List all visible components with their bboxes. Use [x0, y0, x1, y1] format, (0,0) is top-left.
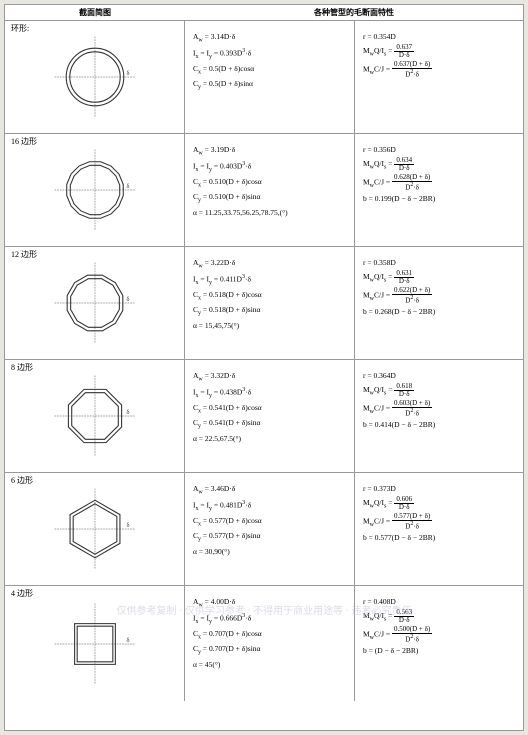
formula-cell-right: r = 0.373DMwQ/Is = 0.606D·δMwC/J = 0.577…	[355, 473, 523, 585]
formula-cell-right: r = 0.364DMwQ/Is = 0.618D·δMwC/J = 0.603…	[355, 360, 523, 472]
shape-cell: 6 边形 δ	[5, 473, 185, 585]
formula-cell-mid: Aw = 4.00D·δIx = Iy = 0.666D3·δCx = 0.70…	[185, 586, 355, 701]
equation: Ix = Iy = 0.411D3·δ	[193, 273, 346, 288]
formula-cell-right: r = 0.356DMwQ/Is = 0.634D·δMwC/J = 0.628…	[355, 134, 523, 246]
svg-text:δ: δ	[126, 409, 129, 416]
shape-diagram: δ	[9, 136, 180, 244]
shape-cell: 环形: δ	[5, 21, 185, 133]
shape-cell: 4 边形 δ	[5, 586, 185, 701]
equation: b = 0.199(D − δ − 2BR)	[363, 193, 515, 205]
equation: Cx = 0.707(D + δ)cosα	[193, 628, 346, 643]
formula-cell-mid: Aw = 3.14D·δIx = Iy = 0.393D3·δCx = 0.5(…	[185, 21, 355, 133]
equation: b = 0.268(D − δ − 2BR)	[363, 306, 515, 318]
shape-diagram: δ	[9, 588, 180, 699]
equation: Cy = 0.707(D + δ)sinα	[193, 643, 346, 658]
formula-cell-right: r = 0.358DMwQ/Is = 0.631D·δMwC/J = 0.622…	[355, 247, 523, 359]
equation: α = 30,90(°)	[193, 546, 346, 557]
equation: MwC/J = 0.577(D + δ)D2·δ	[363, 513, 515, 530]
equation: Cx = 0.518(D + δ)cosα	[193, 289, 346, 304]
shape-diagram: δ	[9, 23, 180, 131]
equation: α = 45(°)	[193, 659, 346, 670]
equation: MwC/J = 0.622(D + δ)D2·δ	[363, 287, 515, 304]
equation: Cy = 0.541(D + δ)sinα	[193, 417, 346, 432]
equation: MwQ/Is = 0.606D·δ	[363, 496, 515, 512]
shape-cell: 16 边形 δ	[5, 134, 185, 246]
formula-cell-right: r = 0.354DMwQ/Is = 0.637D·δMwC/J = 0.637…	[355, 21, 523, 133]
equation: Cy = 0.577(D + δ)sinα	[193, 530, 346, 545]
formula-cell-mid: Aw = 3.19D·δIx = Iy = 0.403D3·δCx = 0.51…	[185, 134, 355, 246]
equation: Cy = 0.5(D + δ)sinα	[193, 78, 346, 93]
shape-label: 环形:	[11, 23, 29, 34]
equation: MwQ/Is = 0.618D·δ	[363, 383, 515, 399]
equation: Aw = 3.19D·δ	[193, 144, 346, 159]
equation: MwQ/Is = 0.637D·δ	[363, 44, 515, 60]
equation: Cx = 0.510(D + δ)cosα	[193, 176, 346, 191]
equation: MwQ/Is = 0.563D·δ	[363, 609, 515, 625]
equation: MwC/J = 0.637(D + δ)D2·δ	[363, 61, 515, 78]
equation: MwQ/Is = 0.631D·δ	[363, 270, 515, 286]
formula-cell-mid: Aw = 3.46D·δIx = Iy = 0.481D3·δCx = 0.57…	[185, 473, 355, 585]
shape-label: 4 边形	[11, 588, 33, 599]
svg-text:δ: δ	[126, 637, 129, 644]
equation: Aw = 3.14D·δ	[193, 31, 346, 46]
equation: α = 11.25,33.75,56.25,78.75,(°)	[193, 207, 346, 218]
table-row: 环形: δ Aw = 3.14D·δIx = Iy = 0.393D3·δCx = …	[5, 21, 523, 134]
shape-cell: 12 边形 δ	[5, 247, 185, 359]
equation: r = 0.408D	[363, 596, 515, 608]
shape-label: 16 边形	[11, 136, 37, 147]
equation: r = 0.354D	[363, 31, 515, 43]
equation: r = 0.356D	[363, 144, 515, 156]
table-row: 6 边形 δ Aw = 3.46D·δIx = Iy = 0.481D3·δCx =…	[5, 473, 523, 586]
equation: Ix = Iy = 0.393D3·δ	[193, 47, 346, 62]
equation: r = 0.373D	[363, 483, 515, 495]
equation: b = (D − δ − 2BR)	[363, 645, 515, 657]
table-row: 4 边形 δ Aw = 4.00D·δIx = Iy = 0.666D3·δCx =…	[5, 586, 523, 701]
equation: Aw = 3.46D·δ	[193, 483, 346, 498]
table-row: 16 边形 δ Aw = 3.19D·δIx = Iy = 0.403D3·δCx …	[5, 134, 523, 247]
svg-text:δ: δ	[126, 183, 129, 190]
equation: r = 0.364D	[363, 370, 515, 382]
equation: MwC/J = 0.500(D + δ)D2·δ	[363, 626, 515, 643]
equation: Cx = 0.577(D + δ)cosα	[193, 515, 346, 530]
equation: Aw = 4.00D·δ	[193, 596, 346, 611]
equation: b = 0.414(D − δ − 2BR)	[363, 419, 515, 431]
equation: Aw = 3.22D·δ	[193, 257, 346, 272]
equation: Aw = 3.32D·δ	[193, 370, 346, 385]
shape-diagram: δ	[9, 475, 180, 583]
equation: Cx = 0.5(D + δ)cosα	[193, 63, 346, 78]
equation: Ix = Iy = 0.481D3·δ	[193, 499, 346, 514]
svg-text:δ: δ	[126, 296, 129, 303]
equation: r = 0.358D	[363, 257, 515, 269]
equation: Cy = 0.510(D + δ)sinα	[193, 191, 346, 206]
table-row: 12 边形 δ Aw = 3.22D·δIx = Iy = 0.411D3·δCx …	[5, 247, 523, 360]
table-row: 8 边形 δ Aw = 3.32D·δIx = Iy = 0.438D3·δCx =…	[5, 360, 523, 473]
header-col1: 截面简图	[5, 5, 185, 20]
equation: Cx = 0.541(D + δ)cosα	[193, 402, 346, 417]
equation: α = 22.5,67.5(°)	[193, 433, 346, 444]
header-col2: 各种管型的毛断面特性	[185, 5, 523, 20]
equation: α = 15,45,75(°)	[193, 320, 346, 331]
equation: MwC/J = 0.603(D + δ)D2·δ	[363, 400, 515, 417]
shape-label: 6 边形	[11, 475, 33, 486]
shape-label: 8 边形	[11, 362, 33, 373]
equation: Ix = Iy = 0.438D3·δ	[193, 386, 346, 401]
shape-diagram: δ	[9, 249, 180, 357]
svg-text:δ: δ	[126, 522, 129, 529]
shape-label: 12 边形	[11, 249, 37, 260]
formula-cell-mid: Aw = 3.32D·δIx = Iy = 0.438D3·δCx = 0.54…	[185, 360, 355, 472]
sheet: 截面简图 各种管型的毛断面特性 环形:δAw = 3.14D·δIx = Iy …	[4, 4, 524, 731]
equation: MwQ/Is = 0.634D·δ	[363, 157, 515, 173]
equation: Ix = Iy = 0.666D3·δ	[193, 612, 346, 627]
equation: MwC/J = 0.628(D + δ)D2·δ	[363, 174, 515, 191]
equation: Ix = Iy = 0.403D3·δ	[193, 160, 346, 175]
equation: Cy = 0.518(D + δ)sinα	[193, 304, 346, 319]
equation: b = 0.577(D − δ − 2BR)	[363, 532, 515, 544]
formula-cell-right: r = 0.408DMwQ/Is = 0.563D·δMwC/J = 0.500…	[355, 586, 523, 701]
shape-diagram: δ	[9, 362, 180, 470]
shape-cell: 8 边形 δ	[5, 360, 185, 472]
table-header: 截面简图 各种管型的毛断面特性	[5, 5, 523, 21]
svg-text:δ: δ	[126, 70, 129, 77]
formula-cell-mid: Aw = 3.22D·δIx = Iy = 0.411D3·δCx = 0.51…	[185, 247, 355, 359]
